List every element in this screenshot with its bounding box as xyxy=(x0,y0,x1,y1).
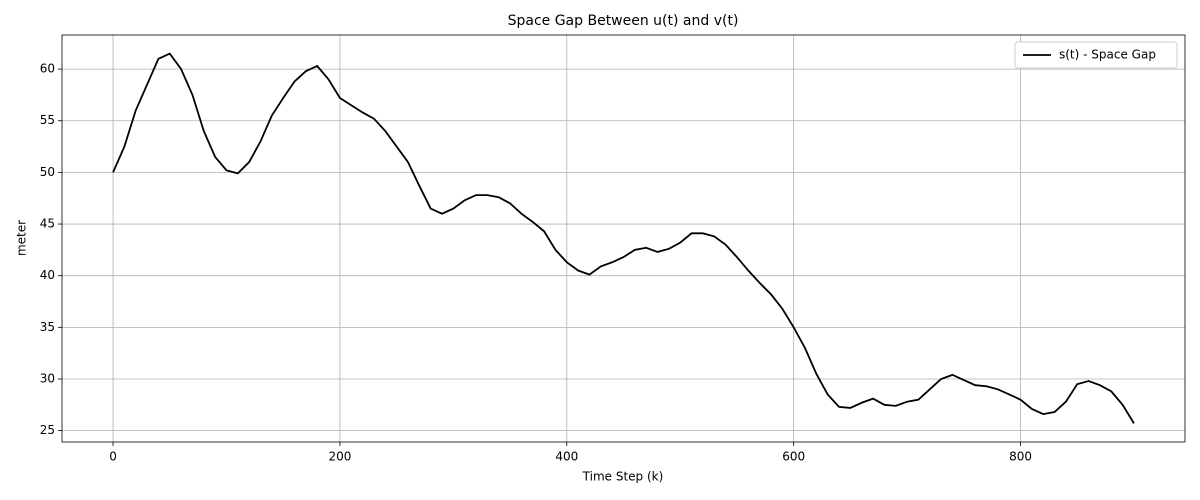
y-tick-label: 45 xyxy=(40,217,55,231)
y-tick-label: 35 xyxy=(40,320,55,334)
y-tick-label: 50 xyxy=(40,165,55,179)
y-axis-label: meter xyxy=(15,220,29,256)
y-tick-label: 25 xyxy=(40,423,55,437)
legend-box xyxy=(1014,41,1178,69)
plot-frame xyxy=(61,34,1186,443)
data-line xyxy=(112,52,1135,424)
x-tick-label: 0 xyxy=(109,450,117,464)
y-tick-label: 30 xyxy=(40,371,55,385)
chart-title: Space Gap Between u(t) and v(t) xyxy=(508,13,739,29)
y-tick-label: 40 xyxy=(40,268,55,282)
x-tick-label: 600 xyxy=(782,450,805,464)
y-tick-label: 60 xyxy=(40,62,55,76)
legend-label: s(t) - Space Gap xyxy=(1059,48,1156,62)
x-tick-label: 200 xyxy=(328,450,351,464)
x-axis-label: Time Step (k) xyxy=(582,470,664,484)
y-tick-label: 55 xyxy=(40,113,55,127)
x-tick-label: 800 xyxy=(1009,450,1032,464)
x-tick-label: 400 xyxy=(555,450,578,464)
